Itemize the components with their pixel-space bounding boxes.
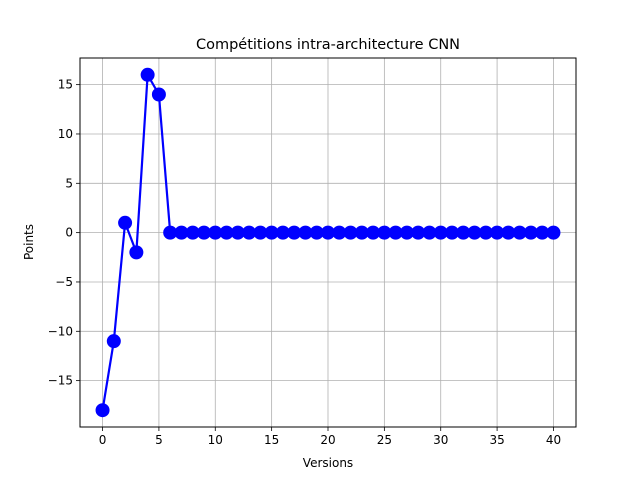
data-point [95, 403, 110, 418]
x-axis-title: Versions [303, 456, 353, 470]
x-tick-label: 35 [489, 433, 504, 447]
y-axis-title: Points [22, 224, 36, 260]
data-point [118, 215, 133, 230]
data-point [546, 225, 561, 240]
y-tick-label: 15 [58, 78, 73, 92]
x-tick-label: 15 [264, 433, 279, 447]
axis-ticks: 0 5 10 15 20 25 30 35 40 −15 −10 −5 0 5 10 15 [48, 78, 561, 447]
y-tick-label: 5 [65, 176, 73, 190]
grid [80, 58, 576, 427]
x-tick-label: 30 [433, 433, 448, 447]
x-tick-label: 5 [155, 433, 163, 447]
data-point [151, 87, 166, 102]
y-tick-label: −15 [48, 374, 73, 388]
x-tick-label: 25 [377, 433, 392, 447]
y-tick-label: −5 [55, 275, 73, 289]
chart-title: Compétitions intra-architecture CNN [196, 37, 460, 53]
x-tick-label: 0 [99, 433, 107, 447]
series-layer [95, 67, 561, 418]
data-point [129, 245, 144, 260]
x-tick-label: 10 [208, 433, 223, 447]
y-tick-label: 10 [58, 127, 73, 141]
y-tick-label: 0 [65, 226, 73, 240]
data-point [106, 334, 121, 349]
x-tick-label: 20 [320, 433, 335, 447]
data-point [140, 67, 155, 82]
y-tick-label: −10 [48, 324, 73, 338]
x-tick-label: 40 [546, 433, 561, 447]
